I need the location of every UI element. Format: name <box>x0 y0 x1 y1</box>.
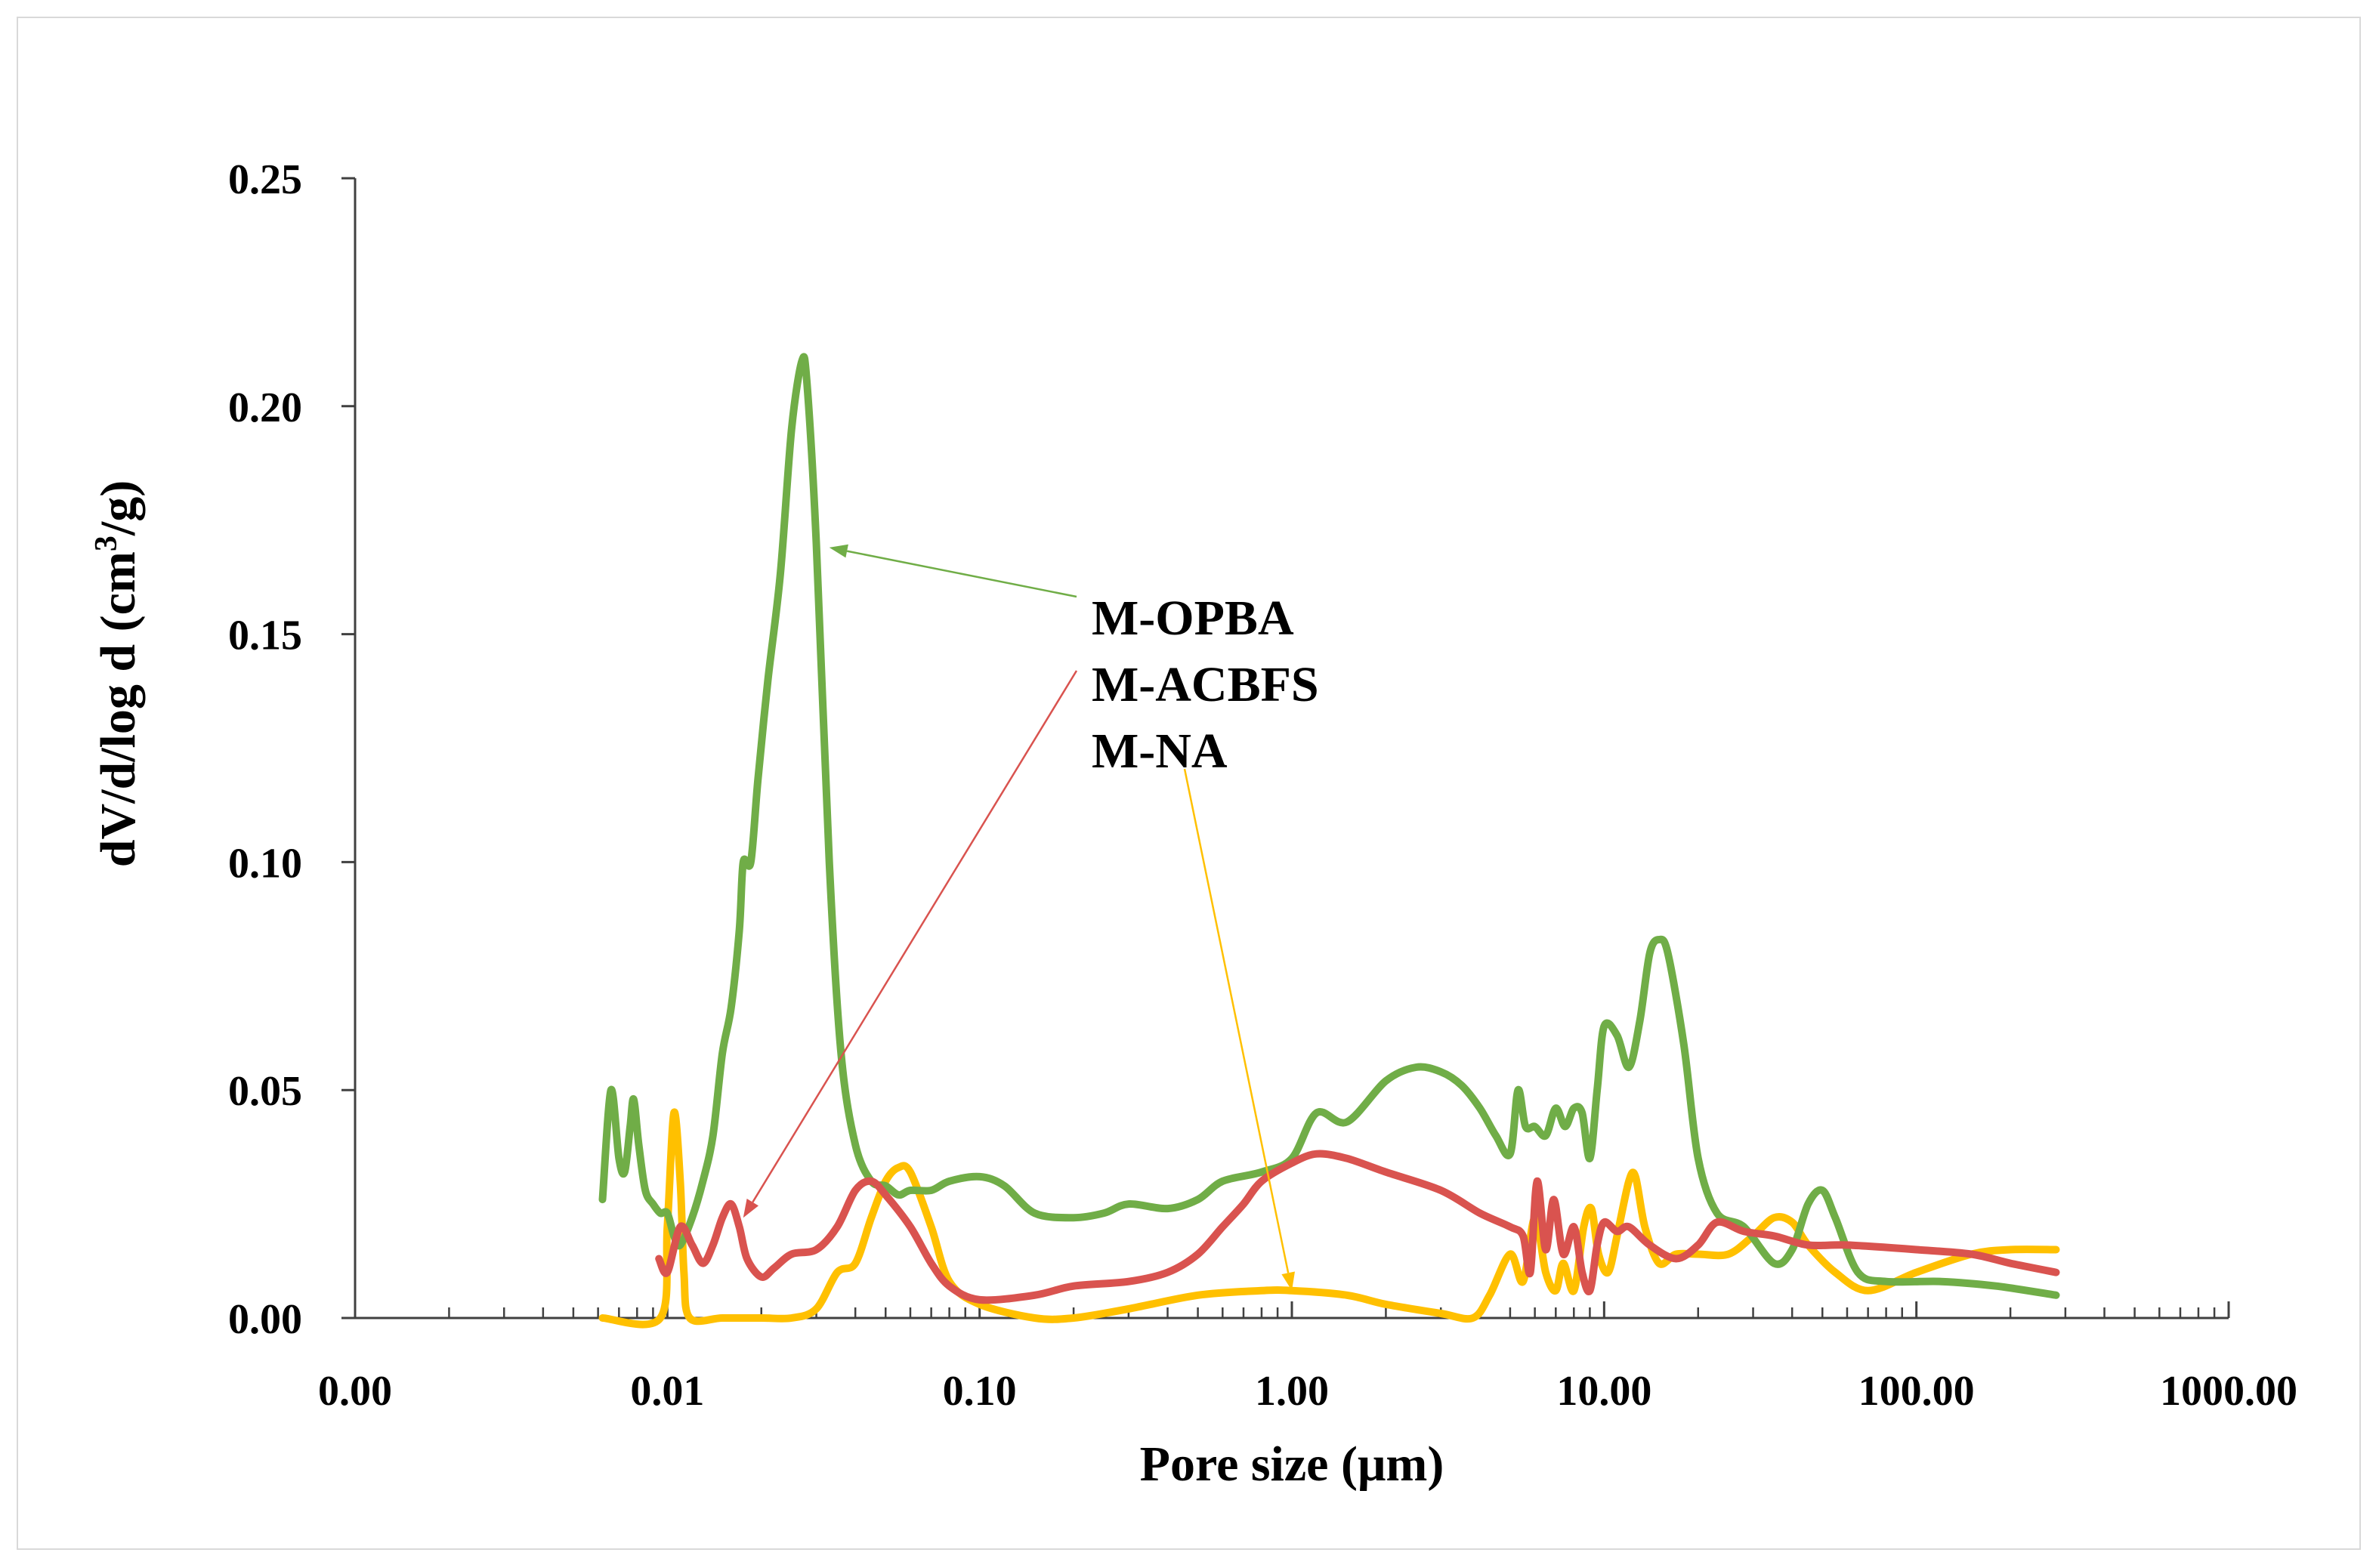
x-tick-label: 0.10 <box>943 1368 1017 1415</box>
legend-arrow-head-m-na <box>1281 1271 1295 1291</box>
y-axis-title-end: /g) <box>91 480 146 536</box>
legend-arrow-head-m-acbfs <box>743 1199 758 1218</box>
x-tick-label: 100.00 <box>1858 1368 1975 1415</box>
x-tick-label: 1.00 <box>1255 1368 1329 1415</box>
y-axis-title-superscript: 3 <box>89 536 124 551</box>
legend-arrow-line-m-opba <box>846 550 1077 598</box>
legend-label-m-acbfs: M-ACBFS <box>1092 657 1319 712</box>
y-axis-title-main: dV/d/log d (cm <box>91 551 146 867</box>
y-tick-label: 0.25 <box>228 156 302 203</box>
legend-annotations: M-OPBA M-ACBFS M-NA <box>743 544 1319 1291</box>
legend-label-m-opba: M-OPBA <box>1092 591 1294 646</box>
series-lines <box>598 353 2060 1329</box>
x-tick-label: 0.01 <box>630 1368 704 1415</box>
series-line-m-opba <box>598 353 2060 1299</box>
y-axis-title: dV/d/log d (cm3/g) <box>89 480 146 867</box>
legend-arrow-line-m-acbfs <box>752 670 1078 1203</box>
y-tick-label: 0.10 <box>228 840 302 887</box>
x-axis-title: Pore size (μm) <box>1140 1437 1444 1492</box>
y-tick-label: 0.05 <box>228 1068 302 1115</box>
y-tick-label: 0.20 <box>228 384 302 431</box>
y-tick-label: 0.00 <box>228 1296 302 1343</box>
x-tick-label: 10.00 <box>1556 1368 1651 1415</box>
x-ticks: 0.00 0.01 0.10 1.00 10.00 100.00 1000.00 <box>318 1301 2297 1415</box>
series-line-m-na <box>598 1108 2060 1329</box>
x-tick-label: 0.00 <box>318 1368 392 1415</box>
y-ticks: 0.00 0.05 0.10 0.15 0.20 0.25 <box>228 156 355 1343</box>
legend-label-m-na: M-NA <box>1092 724 1228 779</box>
y-tick-label: 0.15 <box>228 613 302 659</box>
legend-arrow-line-m-na <box>1183 768 1290 1273</box>
x-tick-label: 1000.00 <box>2160 1368 2297 1415</box>
legend-arrow-head-m-opba <box>829 544 848 558</box>
series-line-m-acbfs <box>655 1150 2060 1304</box>
